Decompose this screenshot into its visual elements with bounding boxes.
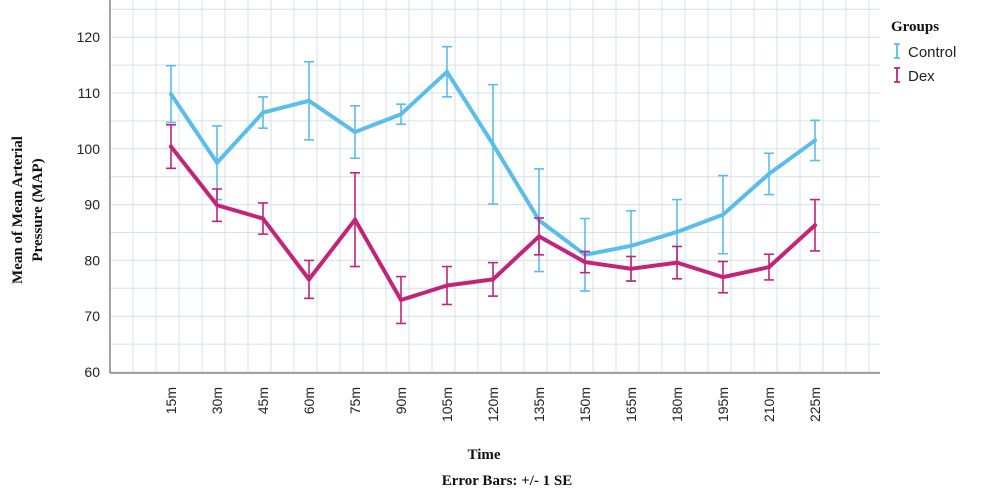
data-point <box>491 142 495 147</box>
x-tick-label: 75m <box>347 387 363 414</box>
series-control <box>166 45 820 292</box>
x-axis-title: Time <box>467 447 500 463</box>
legend-item-control: Control <box>894 43 956 61</box>
legend-items: Control Dex <box>894 43 956 85</box>
data-point <box>537 234 541 239</box>
x-tick-label: 195m <box>715 387 731 422</box>
x-tick-label: 165m <box>623 387 639 422</box>
data-point <box>353 130 357 135</box>
x-tick-label: 225m <box>807 387 823 422</box>
y-tick-label: 80 <box>84 252 100 268</box>
data-point <box>583 260 587 265</box>
y-tick-label: 120 <box>77 29 101 45</box>
y-tick-label: 70 <box>84 308 100 324</box>
series-dex <box>166 124 820 325</box>
x-tick-label: 45m <box>255 387 271 414</box>
data-point <box>307 98 311 103</box>
data-point <box>261 216 265 221</box>
x-tick-label: 30m <box>209 387 225 414</box>
x-axis-ticks: 15m 30m 45m 60m 75m 90m 105m 120m 135m 150m 165m 18… <box>163 387 823 422</box>
data-point <box>629 266 633 271</box>
data-point <box>675 229 679 234</box>
y-axis-title-line-2: Pressure (MAP) <box>30 158 46 261</box>
x-tick-label: 15m <box>163 387 179 414</box>
y-axis-title-line-1: Mean of Mean Arterial <box>10 136 26 284</box>
legend-item-dex: Dex <box>894 67 935 85</box>
plot-area <box>166 45 820 325</box>
data-point <box>261 110 265 115</box>
data-point <box>767 265 771 270</box>
data-point <box>169 144 173 149</box>
data-point <box>307 277 311 282</box>
x-tick-label: 180m <box>669 387 685 422</box>
data-point <box>445 283 449 288</box>
data-point <box>721 275 725 280</box>
data-point <box>629 243 633 248</box>
data-point <box>675 260 679 265</box>
data-point <box>169 92 173 97</box>
y-tick-label: 90 <box>84 197 100 213</box>
legend: Groups Control Dex <box>891 19 956 85</box>
x-tick-label: 105m <box>439 387 455 422</box>
y-tick-label: 60 <box>84 364 100 380</box>
y-tick-label: 110 <box>78 85 101 101</box>
data-point <box>215 160 219 165</box>
error-bars-note: Error Bars: +/- 1 SE <box>442 473 573 489</box>
data-point <box>399 298 403 303</box>
x-tick-label: 120m <box>485 387 501 422</box>
x-tick-label: 210m <box>761 387 777 422</box>
y-axis-title: Mean of Mean Arterial Pressure (MAP) <box>10 136 46 284</box>
data-point <box>813 138 817 143</box>
x-tick-label: 150m <box>577 387 593 422</box>
grid <box>109 0 880 374</box>
legend-label: Control <box>908 44 956 61</box>
data-point <box>491 277 495 282</box>
x-tick-label: 60m <box>301 387 317 414</box>
x-tick-label: 90m <box>393 387 409 414</box>
data-point <box>215 203 219 208</box>
data-point <box>445 69 449 74</box>
data-point <box>767 171 771 176</box>
data-point <box>353 217 357 222</box>
legend-title: Groups <box>891 19 939 35</box>
data-point <box>721 212 725 217</box>
legend-label: Dex <box>908 68 935 85</box>
y-axis-ticks: 60 70 80 90 100 110 120 <box>77 29 101 380</box>
x-tick-label: 135m <box>531 387 547 422</box>
data-point <box>813 223 817 228</box>
data-point <box>399 112 403 117</box>
y-tick-label: 100 <box>77 141 101 157</box>
